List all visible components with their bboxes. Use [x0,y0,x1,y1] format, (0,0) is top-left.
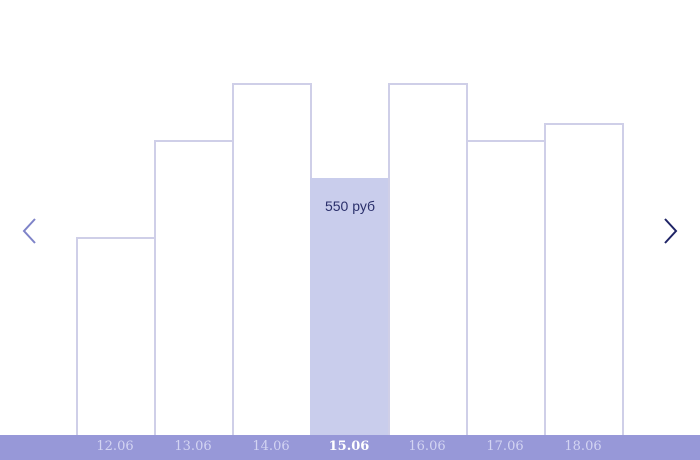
date-label-12.06[interactable]: 12.06 [96,439,134,454]
prev-week-button[interactable] [20,216,40,246]
price-bar-14.06[interactable] [232,83,312,435]
price-bar-15.06[interactable]: 550 руб [310,178,390,435]
date-label-14.06[interactable]: 14.06 [252,439,290,454]
date-label-16.06[interactable]: 16.06 [408,439,446,454]
price-bar-18.06[interactable] [544,123,624,435]
date-axis: 12.06 13.06 14.06 15.06 16.06 17.06 18.06 [0,435,700,460]
price-bar-16.06[interactable] [388,83,468,435]
date-label-15.06[interactable]: 15.06 [328,439,370,454]
chevron-left-icon [22,218,36,244]
chevron-right-icon [664,218,678,244]
next-week-button[interactable] [660,216,680,246]
price-bar-17.06[interactable] [466,140,546,435]
price-bar-13.06[interactable] [154,140,234,435]
selected-price-label: 550 руб [324,198,376,214]
price-bars: 550 руб [76,83,624,435]
date-label-13.06[interactable]: 13.06 [174,439,212,454]
price-bar-12.06[interactable] [76,237,156,435]
date-label-18.06[interactable]: 18.06 [564,439,602,454]
date-label-17.06[interactable]: 17.06 [486,439,524,454]
